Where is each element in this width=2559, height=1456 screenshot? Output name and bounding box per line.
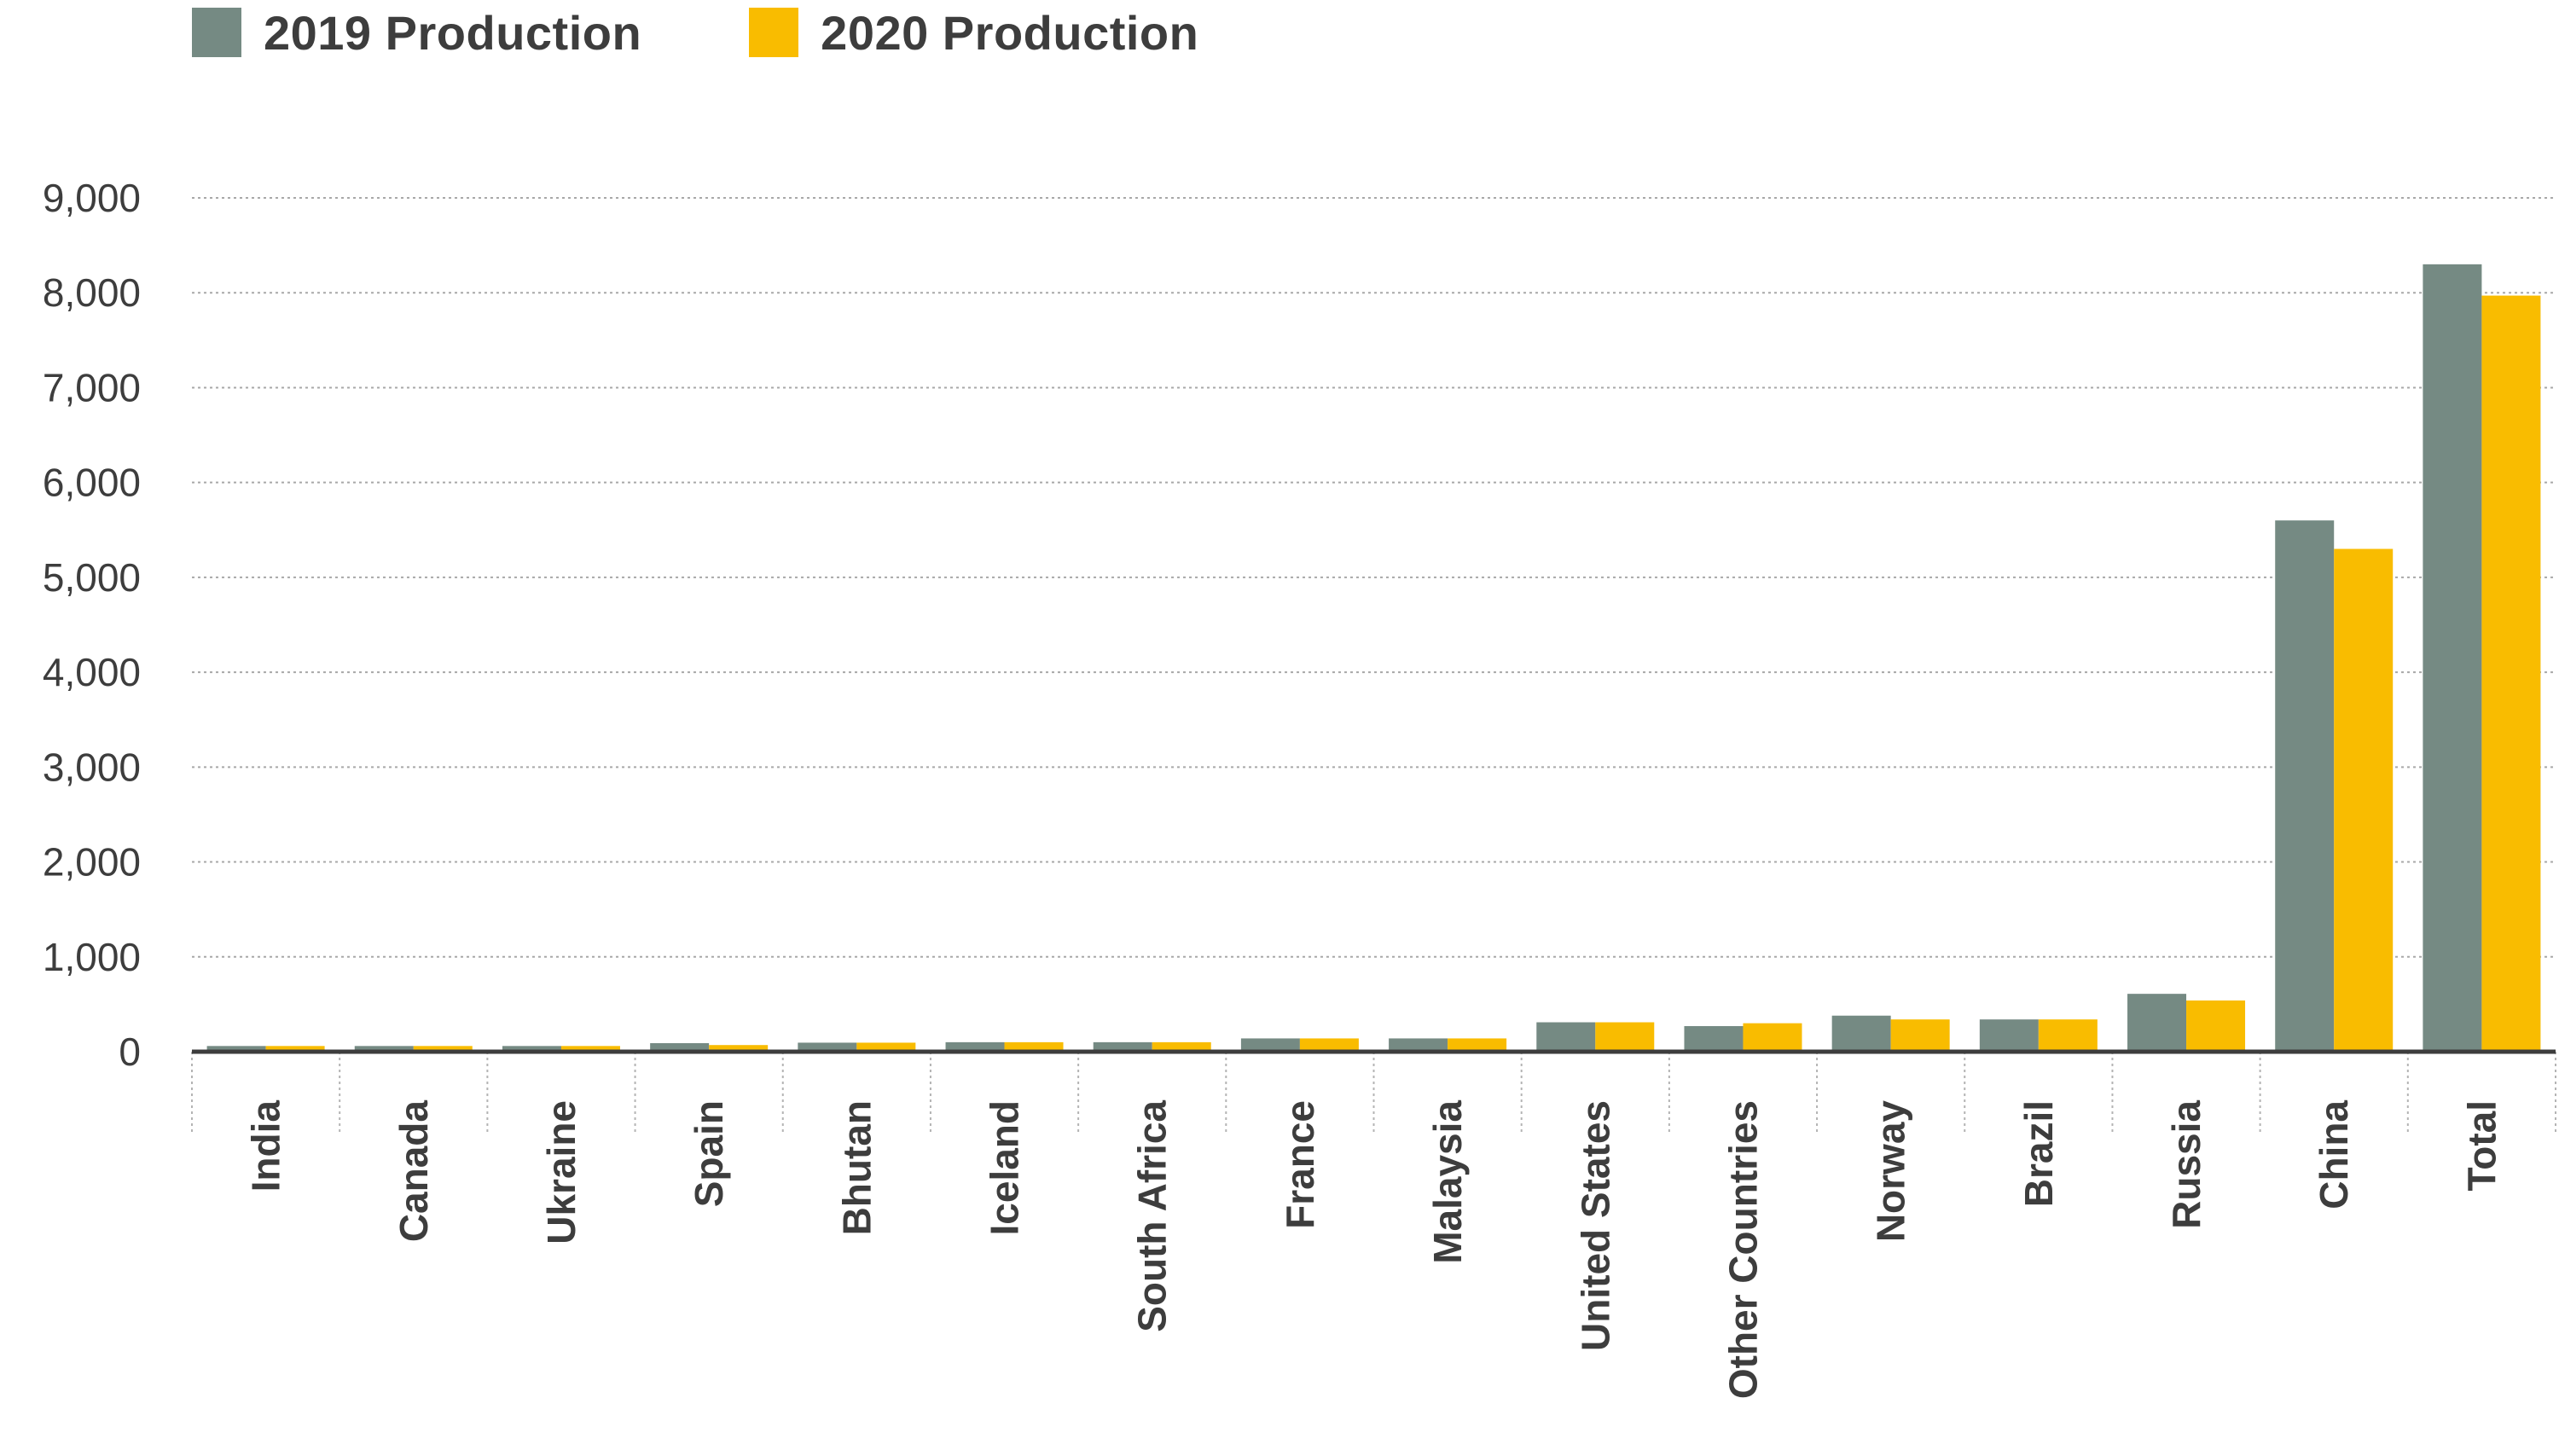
x-tick-label-china: China xyxy=(2312,1100,2356,1209)
bar-united-states-2019-production xyxy=(1536,1022,1596,1052)
legend-item-2019: 2019 Production xyxy=(192,5,641,61)
x-tick-label-bhutan: Bhutan xyxy=(834,1100,879,1235)
gridlines xyxy=(192,197,2556,958)
legend-item-2020: 2020 Production xyxy=(749,5,1198,61)
bar-norway-2019-production xyxy=(1831,1015,1891,1052)
bar-bhutan-2020-production xyxy=(856,1042,916,1052)
bar-russia-2019-production xyxy=(2127,994,2187,1052)
bar-india-2019-production xyxy=(206,1046,266,1052)
bar-iceland-2019-production xyxy=(945,1041,1005,1052)
y-tick-label: 1,000 xyxy=(43,935,141,979)
bar-other-countries-2019-production xyxy=(1684,1025,1744,1052)
bar-south-africa-2019-production xyxy=(1093,1041,1152,1052)
bar-spain-2019-production xyxy=(650,1042,710,1052)
y-tick-label: 8,000 xyxy=(43,270,141,315)
bar-ukraine-2020-production xyxy=(560,1046,620,1052)
legend-label-2019: 2019 Production xyxy=(264,5,642,60)
x-tick-label-ukraine: Ukraine xyxy=(539,1100,583,1244)
x-tick-label-total: Total xyxy=(2459,1100,2504,1191)
axis-labels: 0 1,000 2,000 3,000 4,000 5,000 6,000 7,000 8,00… xyxy=(43,176,2504,1399)
x-tick-label-india: India xyxy=(244,1100,288,1192)
x-tick-label-other-countries: Other Countries xyxy=(1721,1100,1765,1399)
x-tick-label-france: France xyxy=(1278,1100,1322,1229)
y-tick-label: 9,000 xyxy=(43,176,141,220)
bar-brazil-2019-production xyxy=(1979,1019,2039,1052)
bar-united-states-2020-production xyxy=(1595,1022,1655,1052)
bar-canada-2020-production xyxy=(413,1046,473,1052)
bar-russia-2020-production xyxy=(2186,1000,2246,1052)
bar-china-2020-production xyxy=(2334,548,2394,1052)
bar-total-2020-production xyxy=(2481,295,2541,1052)
bar-france-2020-production xyxy=(1299,1038,1359,1052)
bars xyxy=(206,264,2541,1052)
bar-iceland-2020-production xyxy=(1004,1041,1064,1052)
bar-malaysia-2019-production xyxy=(1389,1038,1448,1052)
x-tick-label-norway: Norway xyxy=(1869,1100,1913,1243)
legend: 2019 Production 2020 Production xyxy=(192,0,1306,65)
bar-malaysia-2020-production xyxy=(1448,1038,1507,1052)
bar-south-africa-2020-production xyxy=(1152,1041,1211,1052)
y-tick-label: 2,000 xyxy=(43,840,141,885)
x-tick-label-canada: Canada xyxy=(392,1100,436,1243)
bar-bhutan-2019-production xyxy=(798,1042,857,1052)
x-tick-label-russia: Russia xyxy=(2164,1100,2208,1229)
y-tick-label: 0 xyxy=(119,1030,141,1074)
x-tick-label-south-africa: South Africa xyxy=(1130,1100,1175,1332)
bar-ukraine-2019-production xyxy=(502,1046,561,1052)
bar-canada-2019-production xyxy=(354,1046,414,1052)
y-tick-label: 4,000 xyxy=(43,650,141,694)
x-tick-label-spain: Spain xyxy=(687,1100,731,1207)
legend-swatch-2020 xyxy=(749,8,799,57)
y-tick-label: 6,000 xyxy=(43,461,141,505)
x-tick-label-iceland: Iceland xyxy=(983,1100,1027,1236)
x-tick-label-malaysia: Malaysia xyxy=(1425,1100,1470,1264)
x-tick-label-united-states: United States xyxy=(1573,1100,1617,1351)
legend-swatch-2019 xyxy=(192,8,241,57)
bar-other-countries-2020-production xyxy=(1743,1023,1802,1052)
y-tick-label: 7,000 xyxy=(43,365,141,409)
bar-france-2019-production xyxy=(1240,1038,1300,1052)
bar-total-2019-production xyxy=(2423,264,2482,1052)
y-tick-label: 3,000 xyxy=(43,745,141,789)
bar-india-2020-production xyxy=(265,1046,325,1052)
axes xyxy=(191,1049,2556,1133)
bar-china-2019-production xyxy=(2275,520,2335,1052)
bar-spain-2020-production xyxy=(709,1045,769,1052)
bar-brazil-2020-production xyxy=(2038,1019,2098,1052)
bar-norway-2020-production xyxy=(1890,1019,1950,1052)
x-tick-label-brazil: Brazil xyxy=(2016,1100,2061,1207)
y-tick-label: 5,000 xyxy=(43,555,141,600)
legend-label-2020: 2020 Production xyxy=(821,5,1199,60)
